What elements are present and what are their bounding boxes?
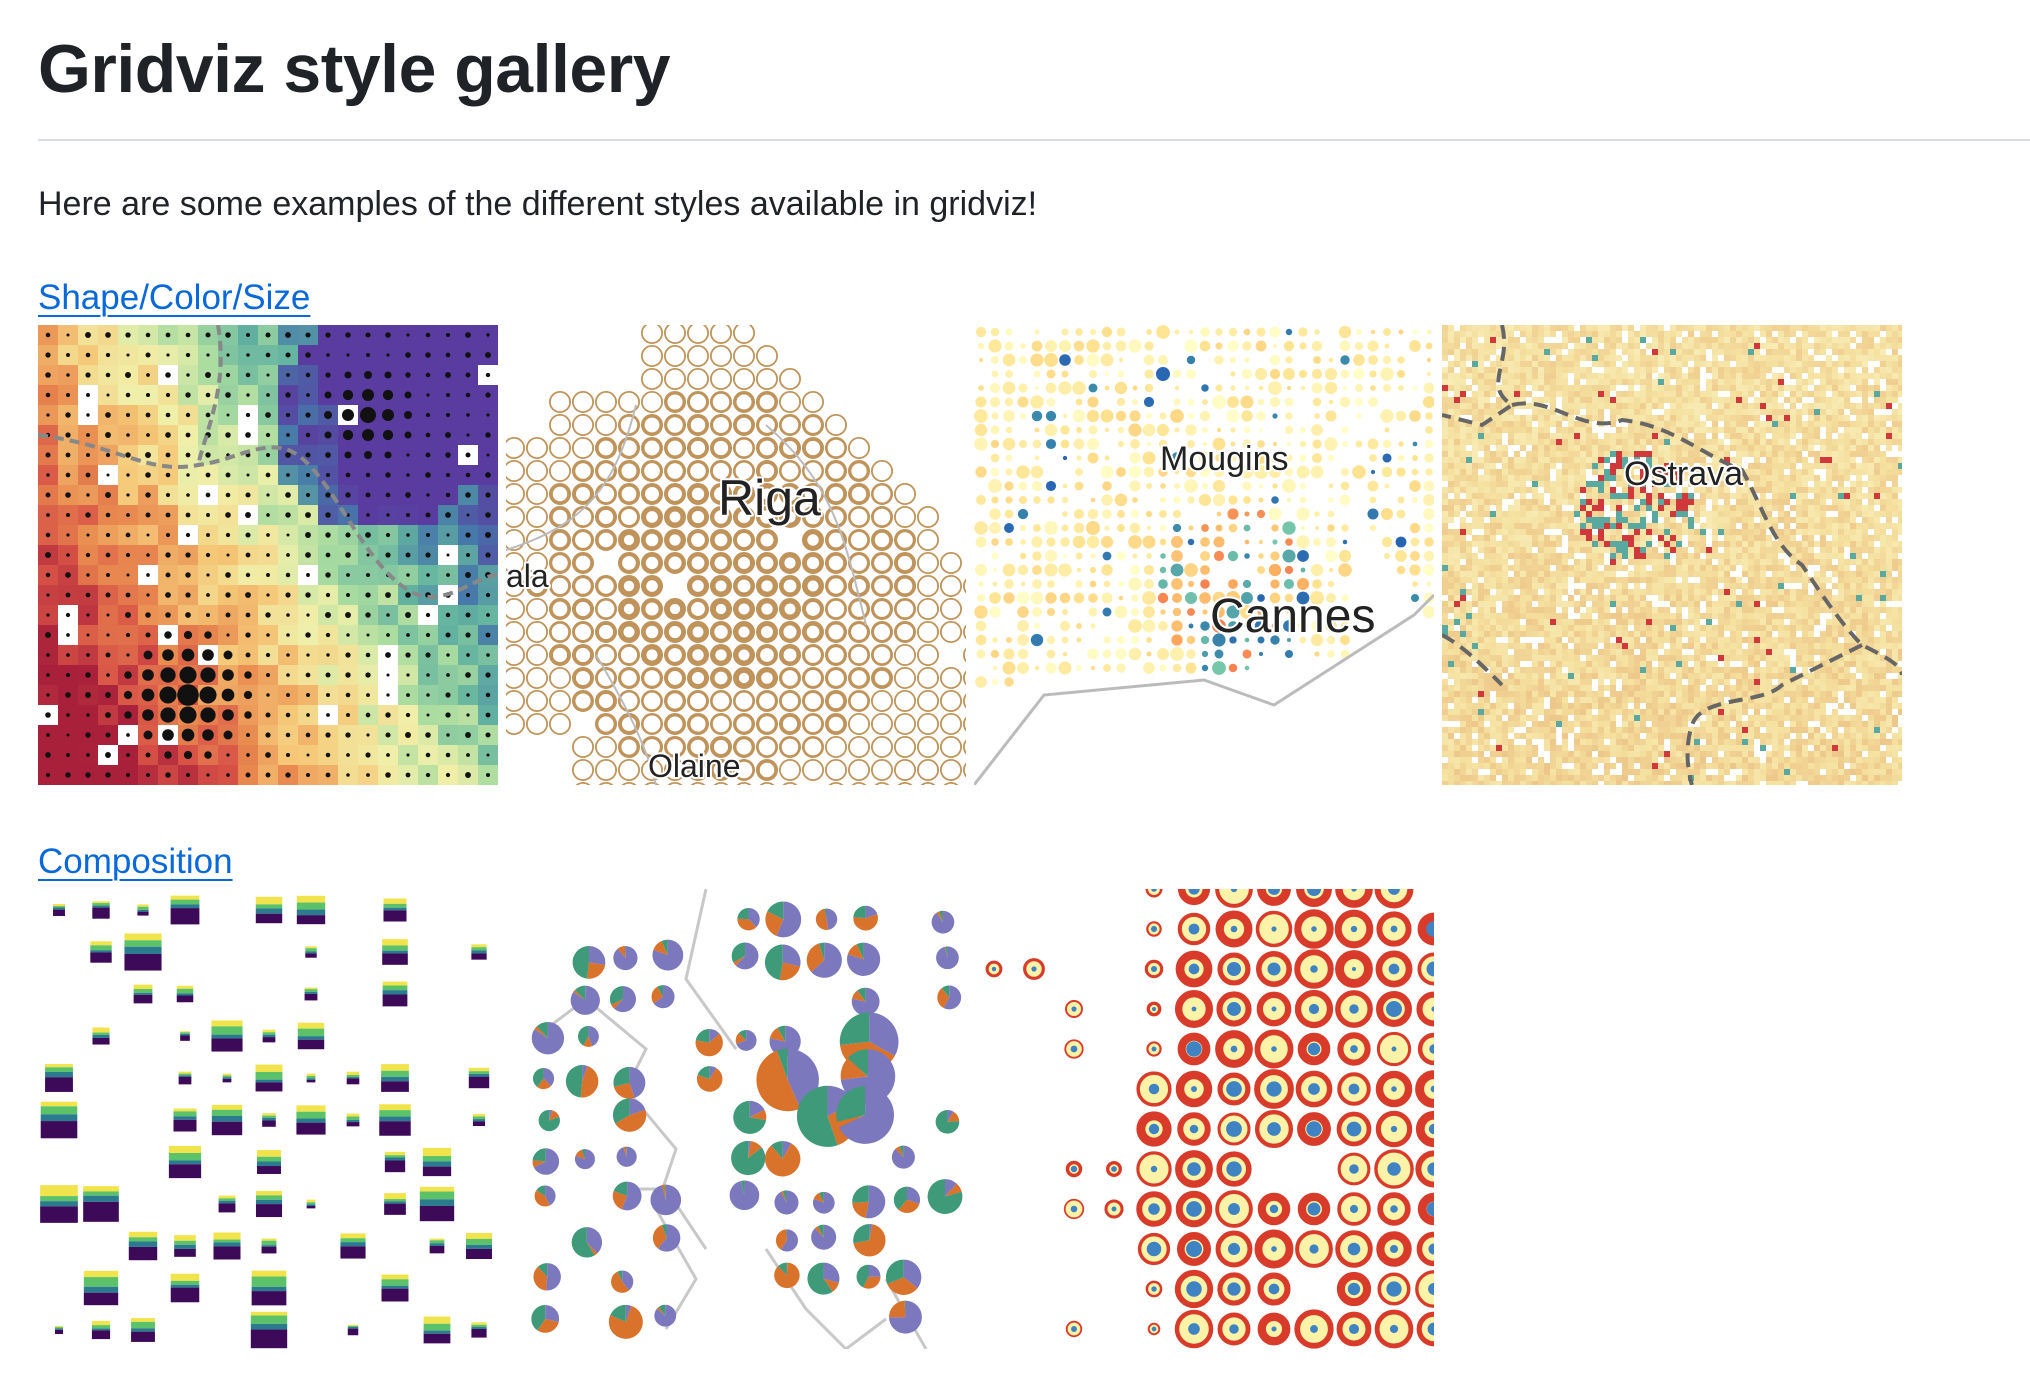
map-label-riga: Riga (718, 470, 821, 526)
section-link-composition[interactable]: Composition (38, 842, 233, 881)
example-tile-heatmap-dots[interactable] (38, 325, 498, 785)
title-divider (38, 139, 2030, 141)
map-label-mougins: Mougins (1160, 440, 1289, 478)
heatmap-dots-map (38, 325, 498, 785)
section-link-shape-color-size[interactable]: Shape/Color/Size (38, 278, 311, 317)
stacked-squares-map (40, 895, 493, 1349)
example-tile-stacked-squares[interactable] (38, 889, 498, 1349)
riga-rings-map: Riga ala Olaine (506, 325, 966, 785)
border-line (1442, 325, 1902, 785)
example-tile-pie-charts[interactable] (506, 889, 966, 1349)
page-title: Gridviz style gallery (38, 31, 671, 107)
map-label-cannes: Cannes (1210, 590, 1375, 643)
map-label-ostrava: Ostrava (1624, 455, 1743, 493)
example-tile-cannes-dots[interactable]: Mougins Cannes (974, 325, 1434, 785)
intro-text: Here are some examples of the different … (38, 185, 1038, 223)
map-label-olaine: Olaine (648, 748, 741, 784)
cannes-dots-map: Mougins Cannes (974, 325, 1434, 785)
ostrava-pixels-map: Ostrava (1442, 325, 1902, 785)
example-tile-nested-circles[interactable] (974, 889, 1434, 1349)
nested-circles-map (985, 889, 1434, 1349)
map-label-ala: ala (506, 558, 549, 594)
pie-charts-map (531, 889, 963, 1349)
example-tile-riga-rings[interactable]: Riga ala Olaine (506, 325, 966, 785)
example-tile-ostrava-pixels[interactable]: Ostrava (1442, 325, 1902, 785)
